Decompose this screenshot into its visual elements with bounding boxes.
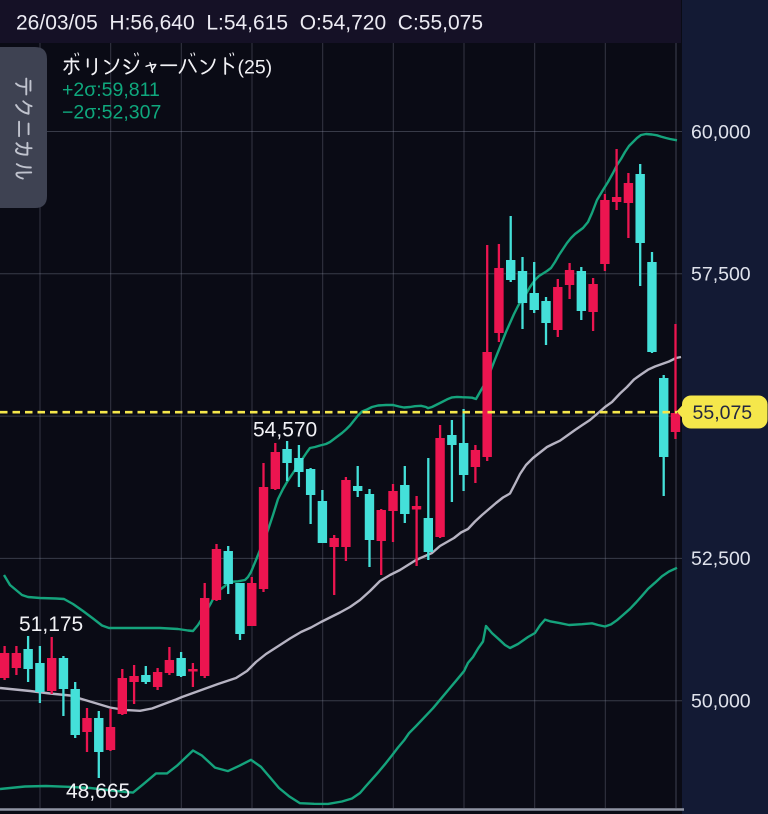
svg-text:48,665: 48,665 xyxy=(66,780,130,803)
svg-text:52,500: 52,500 xyxy=(691,548,751,570)
svg-text:+2σ:59,811: +2σ:59,811 xyxy=(62,79,160,101)
svg-text:51,175: 51,175 xyxy=(19,613,83,636)
svg-text:57,500: 57,500 xyxy=(691,264,751,286)
svg-text:50,000: 50,000 xyxy=(691,691,751,713)
svg-text:54,570: 54,570 xyxy=(253,419,317,442)
svg-text:26/03/05 H:56,640 L:54,615: 26/03/05 H:56,640 L:54,615 O:54,720 C:55… xyxy=(16,12,483,35)
svg-text:−2σ:52,307: −2σ:52,307 xyxy=(62,102,161,124)
svg-text:55,075: 55,075 xyxy=(693,402,753,424)
svg-text:(25): (25) xyxy=(238,56,273,78)
svg-text:60,000: 60,000 xyxy=(691,121,751,143)
